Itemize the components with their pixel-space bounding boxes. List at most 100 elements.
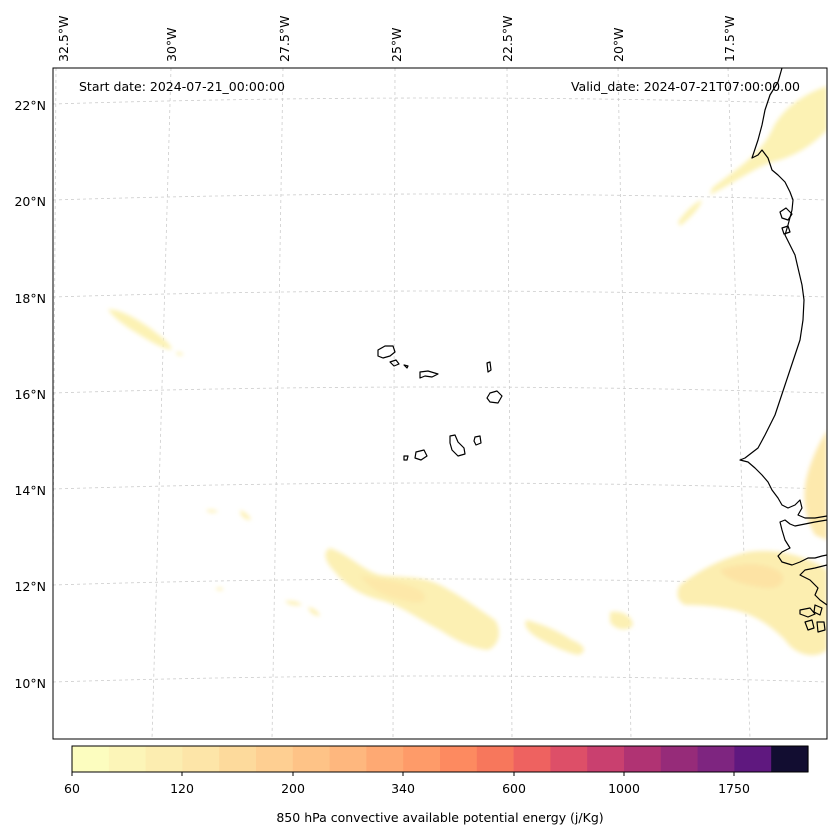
cape-area-north-west-dot	[176, 352, 184, 356]
latitude-label: 14°N	[14, 483, 46, 498]
cape-area-speck	[206, 509, 218, 513]
colorbar-frame	[71, 745, 809, 773]
colorbar-swatch	[219, 746, 257, 772]
longitude-label: 30°W	[164, 27, 179, 62]
colorbar-swatch	[108, 746, 147, 772]
colorbar-swatch	[292, 746, 331, 772]
latitude-label: 12°N	[14, 579, 46, 594]
longitude-label: 25°W	[389, 27, 404, 62]
longitude-label: 20°W	[611, 27, 626, 62]
colorbar-swatch	[366, 746, 404, 772]
longitude-label: 22.5°W	[500, 16, 515, 62]
cape-area-south-small	[610, 611, 633, 630]
colorbar-tick-label: 200	[281, 781, 305, 796]
colorbar-swatch	[660, 746, 699, 772]
colorbar-swatch	[587, 746, 625, 772]
meridian-line	[151, 68, 172, 739]
meridian-line	[392, 68, 396, 739]
colorbar-swatch	[734, 746, 772, 772]
colorbar-ticks	[71, 772, 735, 776]
latitude-label: 18°N	[14, 291, 46, 306]
cape-area-southeast-core	[720, 564, 784, 589]
meridian-line	[506, 68, 513, 739]
cape-area-speck	[240, 510, 251, 520]
parallel-line	[53, 97, 827, 105]
latitude-label: 10°N	[14, 676, 46, 691]
africa-coastline-islands	[804, 619, 815, 631]
parallel-line	[53, 578, 827, 586]
parallel-line	[53, 290, 827, 298]
colorbar-tick-label: 340	[391, 781, 415, 796]
cape-area-north-west	[108, 309, 172, 350]
latitude-labels: 22°N 20°N 18°N 16°N 14°N 12°N 10°N	[14, 98, 46, 691]
africa-coastline	[739, 68, 827, 519]
latitude-label: 20°N	[14, 194, 46, 209]
colorbar-tick-label: 1000	[608, 781, 640, 796]
map-gridlines	[53, 68, 827, 739]
valid-date-label: Valid_date: 2024-07-21T07:00:00.00	[571, 79, 800, 94]
island-santiago	[449, 434, 466, 457]
colorbar-swatch	[440, 746, 478, 772]
cape-area-speck	[308, 607, 320, 616]
cape-area-northeast-tail	[678, 200, 702, 226]
cape-area-southwest-core	[360, 575, 426, 603]
colorbar-swatch	[513, 746, 551, 772]
colorbar-swatch	[403, 746, 441, 772]
map-background	[53, 68, 827, 739]
latitude-label: 22°N	[14, 98, 46, 113]
meridian-line	[727, 68, 751, 739]
island-sao-vicente	[389, 359, 400, 367]
island-fogo	[414, 449, 428, 461]
colorbar-swatch	[550, 746, 588, 772]
colorbar-tick-label: 60	[64, 781, 80, 796]
africa-coastline-gambia	[777, 519, 827, 566]
colorbar-swatches	[72, 746, 809, 772]
colorbar-tick-label: 600	[502, 781, 526, 796]
longitude-label: 17.5°W	[722, 16, 737, 62]
island-sal	[486, 361, 492, 373]
colorbar-swatch	[771, 746, 809, 772]
cape-area-speck	[285, 600, 302, 606]
colorbar-swatch	[182, 746, 220, 772]
longitude-label: 32.5°W	[56, 16, 71, 62]
island-sao-nicolau	[419, 370, 439, 379]
africa-coastline-islands	[799, 607, 816, 618]
colorbar-swatch	[697, 746, 735, 772]
colorbar-swatch	[476, 746, 515, 772]
cape-area-south-mid	[525, 620, 584, 655]
colorbar-tick-label: 1750	[718, 781, 750, 796]
parallel-line	[53, 193, 827, 201]
colorbar-swatch	[145, 746, 183, 772]
cape-area-east-edge	[804, 430, 827, 540]
colorbar-swatch	[256, 746, 294, 772]
longitude-label: 27.5°W	[277, 16, 292, 62]
latitude-label: 16°N	[14, 387, 46, 402]
island-santo-antao	[377, 345, 396, 359]
africa-coastline-islands	[813, 604, 823, 616]
longitude-labels: 32.5°W 30°W 27.5°W 25°W 22.5°W 20°W 17.5…	[56, 16, 737, 62]
colorbar-label: 850 hPa convective available potential e…	[276, 810, 603, 825]
colorbar-swatch	[72, 746, 110, 772]
africa-coastline-islands	[816, 621, 826, 633]
island-maio	[473, 435, 482, 446]
colorbar-swatch	[624, 746, 662, 772]
coastline-inlet	[781, 225, 791, 235]
island-brava	[403, 455, 409, 461]
parallel-line	[53, 386, 827, 394]
africa-coastline-guinea	[799, 564, 827, 606]
island-boa-vista	[486, 390, 503, 404]
coastline-inlet	[779, 207, 793, 221]
map-frame	[52, 67, 828, 740]
island-santa-luzia	[403, 364, 409, 369]
cape-area-speck	[216, 587, 224, 591]
colorbar: 60 120 200 340 600 1000 1750 850 hPa con…	[64, 745, 809, 825]
meridian-line	[271, 68, 284, 739]
cape-area-southeast	[677, 550, 827, 656]
parallel-line	[53, 482, 827, 490]
colorbar-tick-label: 120	[170, 781, 194, 796]
start-date-label: Start date: 2024-07-21_00:00:00	[79, 79, 285, 94]
coastlines	[377, 68, 827, 633]
cape-shading	[108, 86, 827, 656]
colorbar-swatch	[329, 746, 367, 772]
